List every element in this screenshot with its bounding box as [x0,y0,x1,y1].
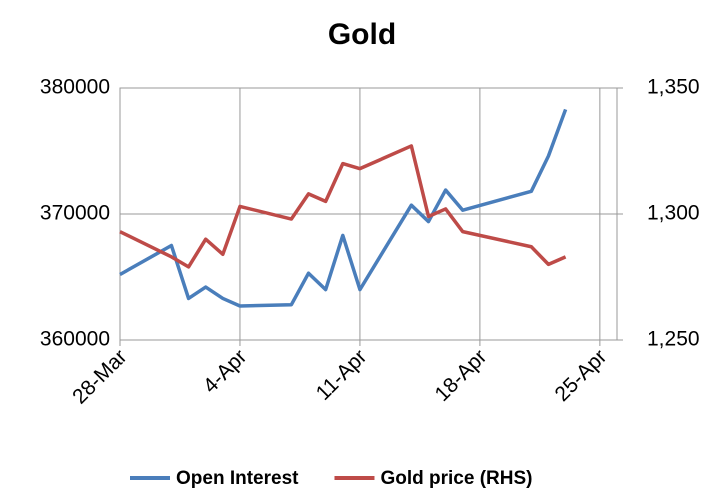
y2-tick-label: 1,350 [647,76,700,99]
y2-tick-label: 1,250 [647,328,700,351]
chart-title: Gold [328,18,396,51]
y-tick-label: 360000 [40,328,110,351]
y-tick-label: 380000 [40,76,110,99]
x-tick-label: 4-Apr [199,345,252,398]
y2-tick-label: 1,300 [647,202,700,225]
y-tick-label: 370000 [40,202,110,225]
legend-label: Open Interest [176,468,299,489]
x-tick-label: 18-Apr [431,345,492,406]
series-line [119,144,567,269]
x-tick-label: 25-Apr [550,345,611,406]
x-tick-label: 11-Apr [312,345,372,405]
series-line [119,108,568,308]
x-tick-label: 28-Mar [68,345,131,408]
legend-label: Gold price (RHS) [380,468,532,489]
